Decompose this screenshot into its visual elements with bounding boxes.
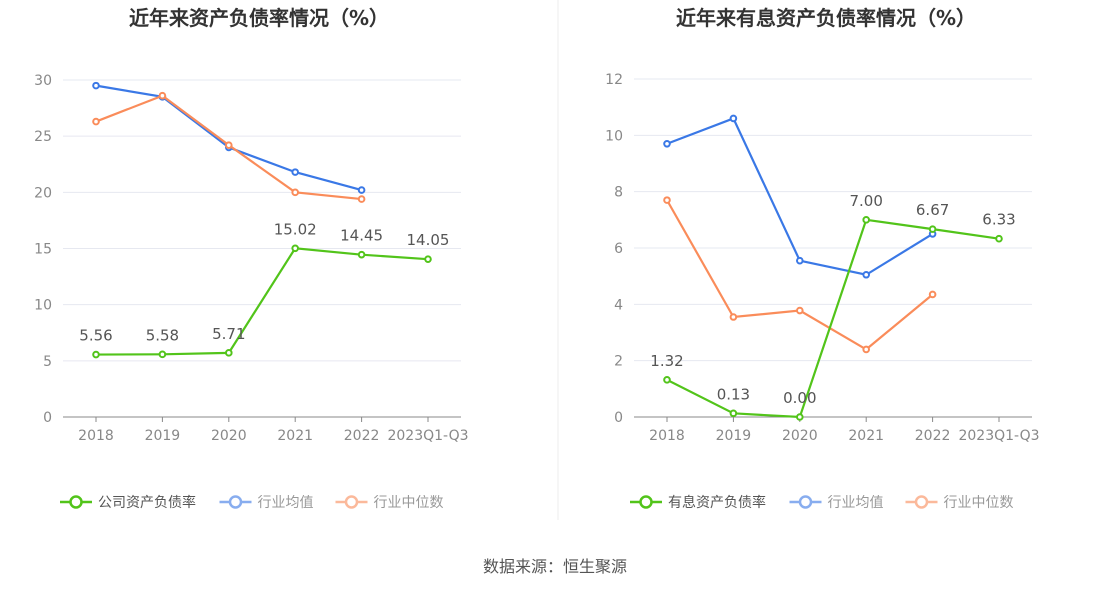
- data-label: 0.13: [717, 385, 750, 403]
- data-point[interactable]: [663, 139, 671, 148]
- data-point[interactable]: [862, 270, 871, 279]
- y-tick-label: 5: [43, 354, 52, 370]
- data-point[interactable]: [291, 188, 300, 197]
- legend-marker-icon: [639, 495, 653, 509]
- data-point[interactable]: [729, 313, 738, 321]
- x-tick-label: 2021: [848, 428, 884, 444]
- x-tick-label: 2018: [649, 428, 685, 444]
- chart-2: 近年来有息资产负债率情况（%） 0 2 4 6 8 10 12 2018 2019 2020 2021…: [605, 6, 1039, 511]
- data-point[interactable]: [928, 225, 937, 233]
- data-point[interactable]: [357, 250, 366, 259]
- legend-label: 行业均值: [828, 495, 884, 511]
- data-point[interactable]: [729, 409, 738, 418]
- data-label: 7.00: [849, 192, 882, 210]
- legend-marker-icon: [914, 495, 929, 509]
- legend-item-avg[interactable]: 行业均值: [219, 495, 314, 511]
- data-point[interactable]: [796, 256, 804, 265]
- x-tick-label: 2022: [915, 428, 951, 444]
- x-tick-label: 2022: [344, 428, 380, 444]
- legend-marker-icon: [344, 495, 359, 509]
- series-line-company: [666, 218, 1000, 419]
- y-tick-label: 20: [34, 185, 52, 201]
- legend-label: 行业均值: [258, 495, 314, 511]
- y-tick-label: 6: [614, 241, 623, 257]
- x-tick-label: 2019: [716, 428, 752, 444]
- data-point[interactable]: [862, 216, 871, 224]
- data-label: 0.00: [783, 389, 816, 407]
- x-tick-label: 2018: [78, 428, 114, 444]
- chart-title: 近年来资产负债率情况（%）: [129, 6, 389, 30]
- y-tick-label: 0: [43, 410, 52, 426]
- x-tick-label: 2023Q1-Q3: [387, 428, 468, 444]
- series-line-avg: [95, 84, 362, 192]
- data-label: 6.33: [982, 211, 1015, 229]
- x-tick-label: 2020: [211, 428, 247, 444]
- y-tick-label: 2: [614, 354, 623, 370]
- legend-item-avg[interactable]: 行业均值: [789, 495, 884, 511]
- data-source: 数据来源：恒生聚源: [482, 557, 627, 576]
- legend-marker-icon: [798, 495, 813, 509]
- data-point[interactable]: [158, 350, 167, 359]
- chart-title: 近年来有息资产负债率情况（%）: [676, 6, 976, 30]
- y-tick-label: 12: [605, 72, 623, 88]
- y-tick-label: 0: [614, 410, 623, 426]
- data-point[interactable]: [995, 234, 1003, 243]
- data-point[interactable]: [92, 117, 100, 126]
- y-tick-label: 30: [34, 73, 52, 89]
- data-point[interactable]: [928, 290, 937, 299]
- data-point[interactable]: [663, 376, 671, 384]
- data-point[interactable]: [357, 195, 366, 203]
- data-point[interactable]: [862, 345, 871, 354]
- data-point[interactable]: [225, 349, 233, 357]
- x-tick-label: 2020: [782, 428, 818, 444]
- legend-label: 行业中位数: [944, 495, 1014, 511]
- legend-marker-icon: [228, 495, 243, 509]
- y-tick-label: 8: [614, 185, 623, 201]
- data-point[interactable]: [357, 186, 366, 194]
- y-tick-label: 10: [605, 128, 623, 144]
- data-label: 6.67: [916, 201, 949, 219]
- legend-item-company[interactable]: 公司资产负债率: [60, 494, 196, 511]
- data-point[interactable]: [158, 91, 167, 100]
- data-label: 5.71: [212, 325, 245, 343]
- data-label: 5.56: [79, 327, 112, 345]
- data-point[interactable]: [729, 114, 738, 123]
- x-tick-label: 2019: [145, 428, 181, 444]
- chart-1: 近年来资产负债率情况（%） 0 5 10 15 20 25 30 2018 2019 2020 202…: [34, 6, 468, 511]
- data-point[interactable]: [796, 306, 804, 315]
- series-line-avg: [666, 117, 934, 276]
- data-point[interactable]: [92, 350, 100, 359]
- x-tick-label: 2021: [277, 428, 313, 444]
- data-point[interactable]: [291, 244, 300, 253]
- data-point[interactable]: [291, 168, 300, 176]
- data-point[interactable]: [225, 141, 233, 149]
- data-point[interactable]: [92, 81, 100, 90]
- legend-label: 行业中位数: [374, 495, 444, 511]
- series-line-company: [95, 247, 429, 356]
- y-tick-label: 10: [34, 298, 52, 314]
- data-point[interactable]: [663, 196, 671, 204]
- y-tick-label: 15: [34, 242, 52, 258]
- legend-item-median[interactable]: 行业中位数: [335, 495, 444, 511]
- data-label: 15.02: [274, 220, 317, 238]
- legend-marker-icon: [69, 495, 83, 509]
- y-tick-label: 25: [34, 129, 52, 145]
- legend-item-median[interactable]: 行业中位数: [905, 495, 1014, 511]
- data-point[interactable]: [424, 255, 432, 263]
- data-label: 14.45: [340, 227, 383, 245]
- legend-label: 公司资产负债率: [98, 494, 196, 511]
- data-point[interactable]: [796, 413, 804, 421]
- legend-label: 有息资产负债率: [668, 494, 766, 511]
- x-tick-label: 2023Q1-Q3: [958, 428, 1039, 444]
- data-label: 5.58: [146, 326, 179, 344]
- legend-item-company[interactable]: 有息资产负债率: [630, 494, 766, 511]
- y-tick-label: 4: [614, 297, 623, 313]
- data-label: 1.32: [650, 352, 683, 370]
- data-label: 14.05: [407, 231, 450, 249]
